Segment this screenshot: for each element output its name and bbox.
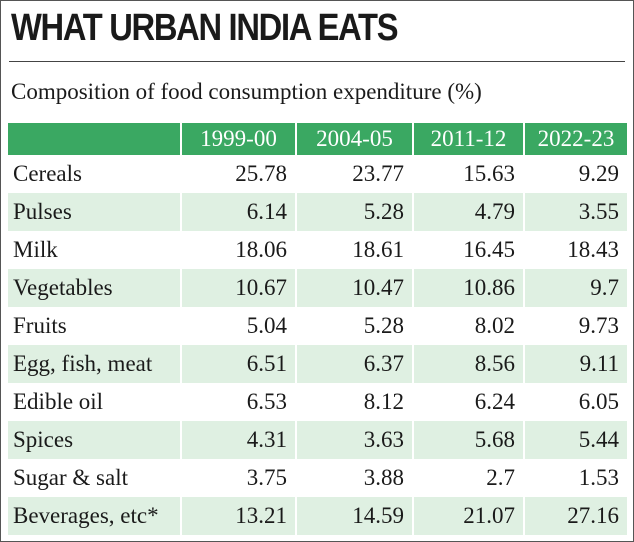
row-label: Milk xyxy=(13,237,58,262)
cell-value: 9.73 xyxy=(523,307,627,345)
cell-value: 5.28 xyxy=(295,307,413,345)
column-header: 2011-12 xyxy=(412,123,524,155)
table-row: Sugar & salt 3.75 3.88 2.7 1.53 xyxy=(8,459,627,497)
cell-value: 10.47 xyxy=(295,269,413,307)
cell-value: 4.79 xyxy=(412,193,524,231)
cell-value: 5.28 xyxy=(295,193,413,231)
cell-value: 18.43 xyxy=(523,231,627,269)
table-row: Pulses 6.14 5.28 4.79 3.55 xyxy=(8,193,627,231)
row-label: Sugar & salt xyxy=(13,465,128,490)
cell-value: 1.53 xyxy=(523,459,627,497)
cell-value: 5.44 xyxy=(523,421,627,459)
column-header: 2022-23 xyxy=(523,123,627,155)
table-row: Fruits 5.04 5.28 8.02 9.73 xyxy=(8,307,627,345)
cell-value: 3.63 xyxy=(295,421,413,459)
header-row: 1999-00 2004-05 2011-12 2022-23 xyxy=(8,123,627,155)
cell-value: 18.06 xyxy=(180,231,296,269)
row-label: Vegetables xyxy=(8,269,181,307)
cell-value: 6.51 xyxy=(180,345,296,383)
cell-value: 3.75 xyxy=(180,459,296,497)
cell-value: 5.68 xyxy=(412,421,524,459)
cell-value: 3.88 xyxy=(295,459,413,497)
table-subtitle: Composition of food consumption expendit… xyxy=(11,79,482,104)
cell-value: 4.31 xyxy=(180,421,296,459)
table-row: Cereals 25.78 23.77 15.63 9.29 xyxy=(8,155,627,193)
cell-value: 13.21 xyxy=(180,497,296,535)
cell-value: 9.7 xyxy=(523,269,627,307)
column-header: 2004-05 xyxy=(295,123,413,155)
header-corner xyxy=(8,123,181,155)
cell-value: 8.02 xyxy=(412,307,524,345)
cell-value: 14.59 xyxy=(295,497,413,535)
cell-value: 9.11 xyxy=(523,345,627,383)
cell-value: 18.61 xyxy=(295,231,413,269)
cell-value: 6.37 xyxy=(295,345,413,383)
cell-value: 8.12 xyxy=(295,383,413,421)
cell-value: 16.45 xyxy=(412,231,524,269)
cell-value: 15.63 xyxy=(412,155,524,193)
row-label: Edible oil xyxy=(13,389,104,414)
expenditure-table: 1999-00 2004-05 2011-12 2022-23 Cereals … xyxy=(8,123,627,535)
cell-value: 6.05 xyxy=(523,383,627,421)
cell-value: 21.07 xyxy=(412,497,524,535)
row-label: Pulses xyxy=(8,193,181,231)
cell-value: 6.14 xyxy=(180,193,296,231)
table-row: Beverages, etc* 13.21 14.59 21.07 27.16 xyxy=(8,497,627,535)
cell-value: 3.55 xyxy=(523,193,627,231)
column-header: 1999-00 xyxy=(180,123,296,155)
cell-value: 10.86 xyxy=(412,269,524,307)
cell-value: 27.16 xyxy=(523,497,627,535)
cell-value: 9.29 xyxy=(523,155,627,193)
table-row: Milk 18.06 18.61 16.45 18.43 xyxy=(8,231,627,269)
row-label: Spices xyxy=(8,421,181,459)
table-row: Edible oil 6.53 8.12 6.24 6.05 xyxy=(8,383,627,421)
cell-value: 25.78 xyxy=(180,155,296,193)
page-title: WHAT URBAN INDIA EATS xyxy=(11,7,399,49)
row-label: Beverages, etc* xyxy=(8,497,181,535)
cell-value: 6.53 xyxy=(180,383,296,421)
cell-value: 5.04 xyxy=(180,307,296,345)
row-label: Egg, fish, meat xyxy=(8,345,181,383)
title-divider xyxy=(9,61,625,62)
cell-value: 10.67 xyxy=(180,269,296,307)
cell-value: 8.56 xyxy=(412,345,524,383)
row-label: Cereals xyxy=(13,161,82,186)
cell-value: 23.77 xyxy=(295,155,413,193)
cell-value: 6.24 xyxy=(412,383,524,421)
row-label: Fruits xyxy=(13,313,67,338)
table-row: Vegetables 10.67 10.47 10.86 9.7 xyxy=(8,269,627,307)
cell-value: 2.7 xyxy=(412,459,524,497)
table-row: Spices 4.31 3.63 5.68 5.44 xyxy=(8,421,627,459)
table-row: Egg, fish, meat 6.51 6.37 8.56 9.11 xyxy=(8,345,627,383)
